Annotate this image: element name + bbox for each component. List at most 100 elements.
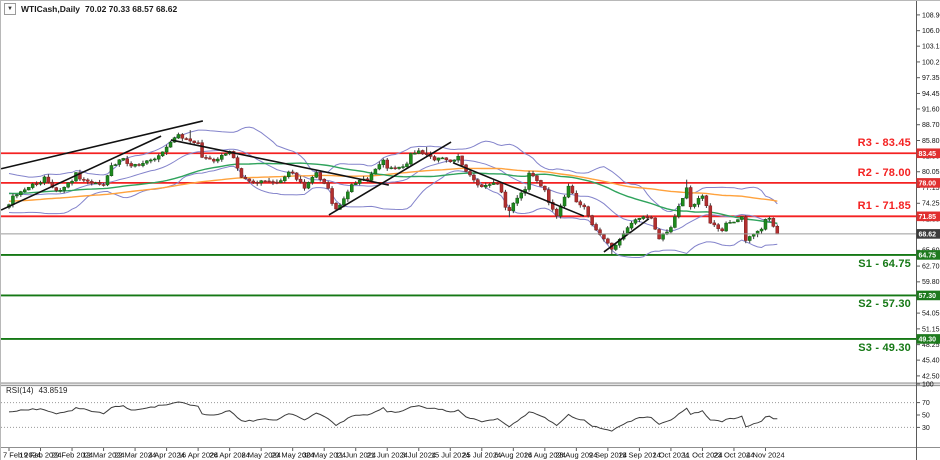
- bull-candle: [567, 186, 570, 197]
- bear-candle: [181, 134, 184, 138]
- bull-candle: [110, 165, 113, 175]
- bear-candle: [244, 177, 247, 179]
- bear-candle: [579, 202, 582, 205]
- support-label-s1[interactable]: S1 - 64.75: [858, 258, 911, 270]
- bull-candle: [354, 183, 357, 184]
- bull-candle: [634, 220, 637, 224]
- bear-candle: [591, 216, 594, 225]
- bear-candle: [205, 157, 208, 158]
- bull-candle: [283, 177, 286, 181]
- price-tick-label: 97.35: [922, 75, 940, 82]
- bull-candle: [307, 182, 310, 188]
- price-tick-label: 106.00: [922, 28, 940, 35]
- date-tick-label: 4 Nov 2024: [746, 451, 784, 460]
- bear-candle: [268, 181, 271, 182]
- support-label-s3[interactable]: S3 - 49.30: [858, 342, 911, 354]
- bull-candle: [662, 234, 665, 239]
- resistance-r1-badge-value: 71.85: [919, 214, 937, 221]
- bear-candle: [98, 183, 101, 185]
- bear-candle: [555, 209, 558, 216]
- bull-candle: [697, 198, 700, 204]
- bear-candle: [138, 164, 141, 165]
- bear-candle: [425, 154, 428, 155]
- bull-candle: [161, 152, 164, 156]
- bull-candle: [725, 223, 728, 231]
- bull-candle: [729, 222, 732, 223]
- price-tick-label: 62.70: [922, 263, 940, 270]
- bear-candle: [102, 185, 105, 186]
- bear-candle: [193, 141, 196, 143]
- bear-candle: [319, 172, 322, 179]
- bull-candle: [216, 159, 219, 161]
- bull-candle: [740, 217, 743, 220]
- bull-candle: [23, 190, 26, 192]
- bull-candle: [693, 204, 696, 206]
- bull-candle: [736, 220, 739, 222]
- bear-candle: [433, 157, 436, 160]
- bull-candle: [417, 151, 420, 154]
- bear-candle: [500, 183, 503, 192]
- bear-candle: [472, 175, 475, 180]
- bear-candle: [271, 182, 274, 183]
- bear-candle: [394, 168, 397, 169]
- bear-candle: [705, 196, 708, 206]
- bear-candle: [236, 158, 239, 168]
- bear-candle: [130, 163, 133, 166]
- bear-candle: [189, 139, 192, 141]
- bull-candle: [220, 155, 223, 159]
- rsi-tick-label: 50: [922, 412, 930, 419]
- bull-candle: [149, 160, 152, 161]
- bull-candle: [669, 227, 672, 231]
- price-tick-label: 85.80: [922, 138, 940, 145]
- bear-candle: [496, 183, 499, 184]
- bull-candle: [409, 154, 412, 165]
- bull-candle: [27, 187, 30, 190]
- bear-candle: [295, 173, 298, 180]
- bull-candle: [748, 236, 751, 240]
- resistance-label-r2[interactable]: R2 - 78.00: [858, 167, 911, 179]
- bear-candle: [571, 186, 574, 193]
- bull-candle: [382, 160, 385, 165]
- bear-candle: [532, 173, 535, 176]
- bull-candle: [402, 167, 405, 168]
- current-price-badge-value: 68.62: [919, 231, 937, 238]
- bear-candle: [299, 179, 302, 182]
- collapse-chart-icon[interactable]: ▼: [4, 3, 16, 15]
- bear-candle: [776, 226, 779, 234]
- bull-candle: [390, 168, 393, 169]
- bull-candle: [398, 167, 401, 168]
- price-tick-label: 51.15: [922, 326, 940, 333]
- price-tick-label: 80.05: [922, 169, 940, 176]
- support-label-s2[interactable]: S2 - 57.30: [858, 298, 911, 310]
- bear-candle: [606, 239, 609, 243]
- bull-candle: [378, 165, 381, 170]
- bull-candle: [342, 199, 345, 205]
- bull-candle: [457, 156, 460, 160]
- support-s2-badge-value: 57.30: [919, 293, 937, 300]
- bear-candle: [240, 168, 243, 177]
- bear-candle: [201, 143, 204, 158]
- bull-candle: [19, 192, 22, 195]
- price-tick-label: 74.25: [922, 201, 940, 208]
- bull-candle: [346, 192, 349, 199]
- bear-candle: [126, 159, 129, 164]
- bear-candle: [689, 187, 692, 206]
- bull-candle: [528, 173, 531, 189]
- bear-candle: [587, 207, 590, 216]
- bear-candle: [461, 156, 464, 165]
- bull-candle: [512, 203, 515, 211]
- bear-candle: [90, 181, 93, 183]
- resistance-label-r1[interactable]: R1 - 71.85: [858, 200, 911, 212]
- price-tick-label: 54.05: [922, 311, 940, 318]
- bull-candle: [484, 185, 487, 187]
- bear-candle: [421, 150, 424, 153]
- bull-candle: [114, 165, 117, 166]
- bull-candle: [374, 169, 377, 174]
- bull-candle: [67, 183, 70, 187]
- rsi-indicator-label: RSI(14) 43.8519: [6, 386, 67, 395]
- bull-candle: [685, 188, 688, 198]
- resistance-label-r3[interactable]: R3 - 83.45: [858, 137, 911, 149]
